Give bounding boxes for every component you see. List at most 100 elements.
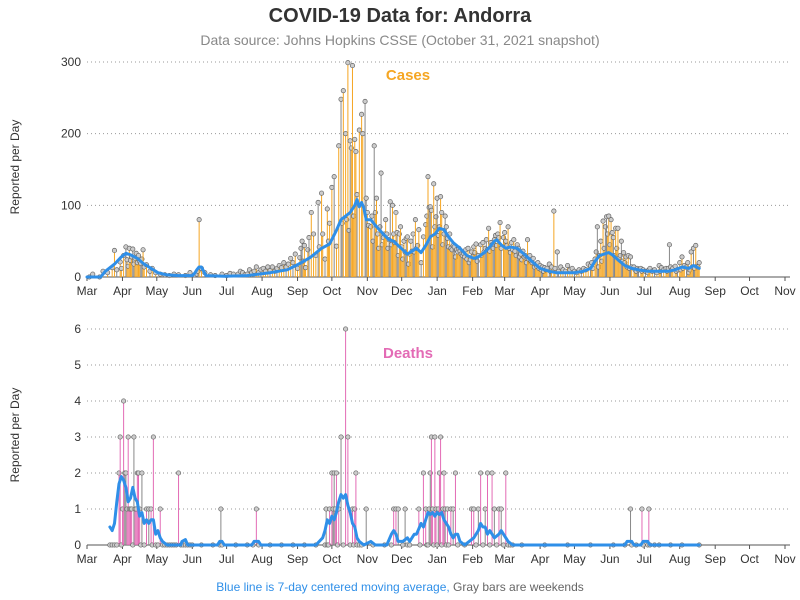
cases-bar-point <box>530 255 536 261</box>
cases-bar-point <box>618 238 624 244</box>
cases-x-tick-label: Aug <box>669 284 690 298</box>
cases-bar-point <box>327 220 333 226</box>
cases-bar-point <box>621 250 627 256</box>
deaths-bar-point <box>489 470 495 476</box>
cases-x-tick-label: May <box>145 284 168 298</box>
cases-bar-point <box>308 209 314 216</box>
deaths-bar-point <box>388 542 394 548</box>
cases-bar-point <box>306 235 312 241</box>
cases-x-tick-label: Dec <box>391 284 412 298</box>
cases-bar-point <box>111 247 118 254</box>
cases-bar-point <box>503 238 509 244</box>
cases-bar-point <box>598 238 604 244</box>
deaths-y-tick-label: 4 <box>74 394 81 408</box>
deaths-y-tick-label: 3 <box>74 430 81 444</box>
cases-bar-point <box>416 227 422 233</box>
deaths-bar-point <box>446 542 452 548</box>
cases-bar-point <box>130 246 136 252</box>
cases-bar-point <box>320 231 326 237</box>
cases-bar-point <box>359 111 365 117</box>
cases-bar-point <box>352 136 358 142</box>
cases-bar-point <box>600 218 606 224</box>
cases-moving-average-line <box>85 198 701 279</box>
cases-bar-point <box>347 138 353 144</box>
cases-x-tick-label: Jun <box>600 284 619 298</box>
cases-bar-point <box>431 181 437 187</box>
cases-bar-point <box>511 237 517 243</box>
cases-bar-point <box>315 199 321 206</box>
deaths-bar-point <box>345 434 351 440</box>
deaths-moving-average-line <box>108 475 701 547</box>
cases-bar-point <box>253 264 259 270</box>
cases-bar-point <box>114 267 120 273</box>
deaths-bar-point <box>402 506 408 512</box>
chart-title: COVID-19 Data for: Andorra <box>268 5 532 27</box>
deaths-panel-title: Deaths <box>383 345 433 362</box>
cases-bar-point <box>428 207 434 213</box>
cases-bar-point <box>666 242 672 248</box>
deaths-bar-point <box>333 470 339 476</box>
deaths-x-tick-label: May <box>563 552 586 566</box>
deaths-x-tick-label: Nov <box>357 552 378 566</box>
cases-x-tick-label: Jun <box>183 284 202 298</box>
cases-bar-point <box>412 217 418 223</box>
chart-subtitle: Data source: Johns Hopkins CSSE (October… <box>200 32 600 48</box>
deaths-bar-point <box>478 470 484 476</box>
deaths-x-tick-label: Feb <box>462 552 483 566</box>
deaths-bar-point <box>491 506 497 512</box>
cases-x-tick-label: Mar <box>77 284 98 298</box>
cases-bar-point <box>425 174 431 180</box>
cases-y-tick-label: 300 <box>61 55 81 69</box>
deaths-bar-point <box>627 506 634 512</box>
cases-x-tick-label: Feb <box>462 284 483 298</box>
cases-y-tick-label: 200 <box>61 127 81 141</box>
cases-bar-point <box>393 209 399 216</box>
cases-bar-point <box>356 127 362 133</box>
cases-panel-title: Cases <box>386 67 430 84</box>
deaths-bar-point <box>139 470 145 476</box>
cases-x-tick-label: Apr <box>113 284 132 298</box>
cases-bar-point <box>693 242 699 249</box>
cases-bar-point <box>331 174 337 180</box>
footer-weekend-note: Gray bars are weekends <box>449 580 584 594</box>
cases-x-tick-label: May <box>563 284 586 298</box>
deaths-x-tick-label: Mar <box>494 552 515 566</box>
deaths-x-tick-label: Jul <box>637 552 652 566</box>
cases-bar-point <box>609 230 615 236</box>
cases-bar-point <box>486 225 492 231</box>
cases-bar-point <box>565 262 571 269</box>
cases-bar-point <box>362 98 368 104</box>
cases-bar-point <box>363 195 369 201</box>
deaths-bar-point <box>452 470 459 476</box>
cases-bar-point <box>140 247 146 253</box>
cases-bar-point <box>299 238 305 244</box>
cases-bar-point <box>439 209 445 216</box>
deaths-bar-point <box>353 470 359 476</box>
cases-bar-point <box>483 237 489 243</box>
deaths-bar-point <box>475 506 481 512</box>
cases-bar-point <box>404 234 410 240</box>
cases-bar-point <box>369 213 375 219</box>
footer-average-note: Blue line is 7-day centered moving avera… <box>216 580 450 594</box>
deaths-x-tick-label: Oct <box>323 552 342 566</box>
cases-bar-point <box>627 254 634 260</box>
deaths-bar-point <box>114 542 120 548</box>
cases-bar-point <box>373 195 380 201</box>
cases-bar-point <box>375 231 381 237</box>
cases-x-tick-label: Sep <box>705 284 727 298</box>
deaths-x-tick-label: Oct <box>740 552 759 566</box>
deaths-bar-point <box>473 542 479 548</box>
cases-bar-point <box>378 170 384 176</box>
deaths-y-tick-label: 5 <box>74 358 81 372</box>
deaths-bar-point <box>646 506 652 512</box>
cases-bar-point <box>336 143 342 149</box>
deaths-bar-point <box>450 506 456 512</box>
deaths-bar-point <box>157 506 163 512</box>
deaths-bar-point <box>494 542 500 548</box>
deaths-x-tick-label: Jul <box>219 552 234 566</box>
cases-bar-point <box>319 190 325 196</box>
cases-bar-point <box>551 208 557 214</box>
cases-bar-point <box>285 261 291 267</box>
cases-bar-point <box>281 260 287 266</box>
